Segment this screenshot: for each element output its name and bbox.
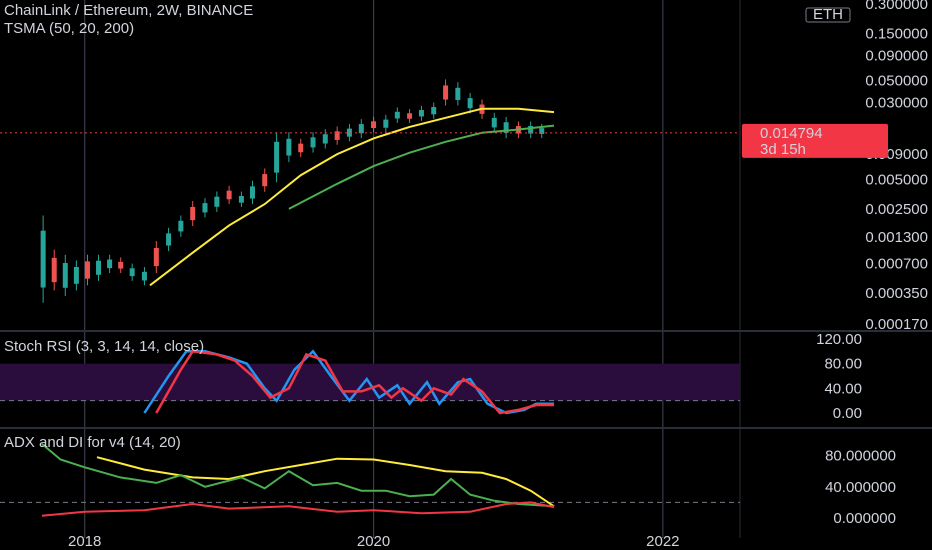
candle	[407, 113, 413, 119]
candle	[96, 260, 102, 275]
candle	[371, 121, 377, 129]
candle	[51, 257, 57, 283]
price-badge	[742, 123, 888, 158]
price-tick-label: 0.000350	[865, 285, 928, 302]
candle	[358, 124, 364, 134]
price-badge-countdown: 3d 15h	[760, 141, 806, 158]
adx-tick-label: 80.000000	[825, 448, 896, 465]
chart-title: ChainLink / Ethereum, 2W, BINANCE	[4, 2, 254, 19]
stoch-tick-label: 0.00	[833, 405, 862, 422]
candle	[539, 128, 545, 134]
adx-line-yellow	[96, 456, 555, 508]
candle	[202, 203, 208, 213]
price-tick-label: 0.150000	[865, 26, 928, 43]
moving-average-line-yellow	[149, 107, 555, 287]
candle	[286, 138, 292, 156]
candle	[214, 196, 220, 207]
candle	[418, 110, 424, 117]
candle	[73, 267, 79, 284]
candle	[310, 137, 316, 148]
candle	[190, 206, 196, 221]
candle	[118, 261, 124, 269]
candle	[322, 134, 328, 144]
adx-tick-label: 0.000000	[833, 510, 896, 527]
price-tick-label: 0.000170	[865, 316, 928, 333]
price-tick-label: 0.000700	[865, 255, 928, 272]
candle	[503, 122, 509, 133]
candle	[455, 87, 461, 100]
candle	[394, 111, 400, 119]
candle	[238, 195, 244, 203]
candle	[431, 107, 437, 115]
stoch-tick-label: 40.00	[824, 380, 862, 397]
price-tick-label: 0.090000	[865, 48, 928, 65]
candle	[528, 126, 534, 134]
adx-tick-label: 40.000000	[825, 479, 896, 496]
price-badge-value: 0.014794	[760, 125, 823, 142]
price-tick-label: 0.005000	[865, 171, 928, 188]
candle	[298, 143, 304, 153]
x-tick-label: 2020	[357, 533, 390, 550]
indicator-title: TSMA (50, 20, 200)	[4, 20, 135, 37]
candle	[62, 263, 68, 288]
candle	[249, 186, 255, 199]
candle	[491, 117, 497, 128]
price-tick-label: 0.030000	[865, 95, 928, 112]
candle	[262, 174, 268, 187]
candle	[153, 247, 159, 267]
x-tick-label: 2022	[646, 533, 679, 550]
price-tick-label: 0.002500	[865, 201, 928, 218]
candle	[346, 128, 352, 137]
candle	[443, 85, 449, 100]
candle	[141, 271, 147, 281]
x-tick-label: 2018	[68, 533, 101, 550]
stoch-line-red	[155, 349, 554, 415]
currency-badge-label: ETH	[813, 6, 843, 23]
stoch-tick-label: 80.00	[824, 356, 862, 373]
candle	[84, 261, 90, 279]
stoch-title: Stoch RSI (3, 3, 14, 14, close)	[4, 338, 204, 355]
stoch-tick-label: 120.00	[816, 331, 862, 348]
adx-line-green	[41, 443, 555, 508]
candle	[334, 131, 340, 140]
candle	[166, 233, 172, 246]
candle	[226, 190, 232, 200]
currency-badge	[805, 7, 851, 23]
candle	[467, 98, 473, 109]
adx-line-red	[41, 501, 555, 517]
candle	[383, 119, 389, 128]
price-tick-label: 0.300000	[865, 0, 928, 13]
candle	[107, 259, 113, 269]
price-tick-label: 0.001300	[865, 229, 928, 246]
candle	[178, 220, 184, 232]
price-tick-label: 0.050000	[865, 73, 928, 90]
adx-title: ADX and DI for v4 (14, 20)	[4, 434, 181, 451]
moving-average-line-green	[288, 124, 555, 210]
candle	[40, 230, 46, 288]
candle	[129, 268, 135, 277]
candle	[274, 141, 280, 173]
